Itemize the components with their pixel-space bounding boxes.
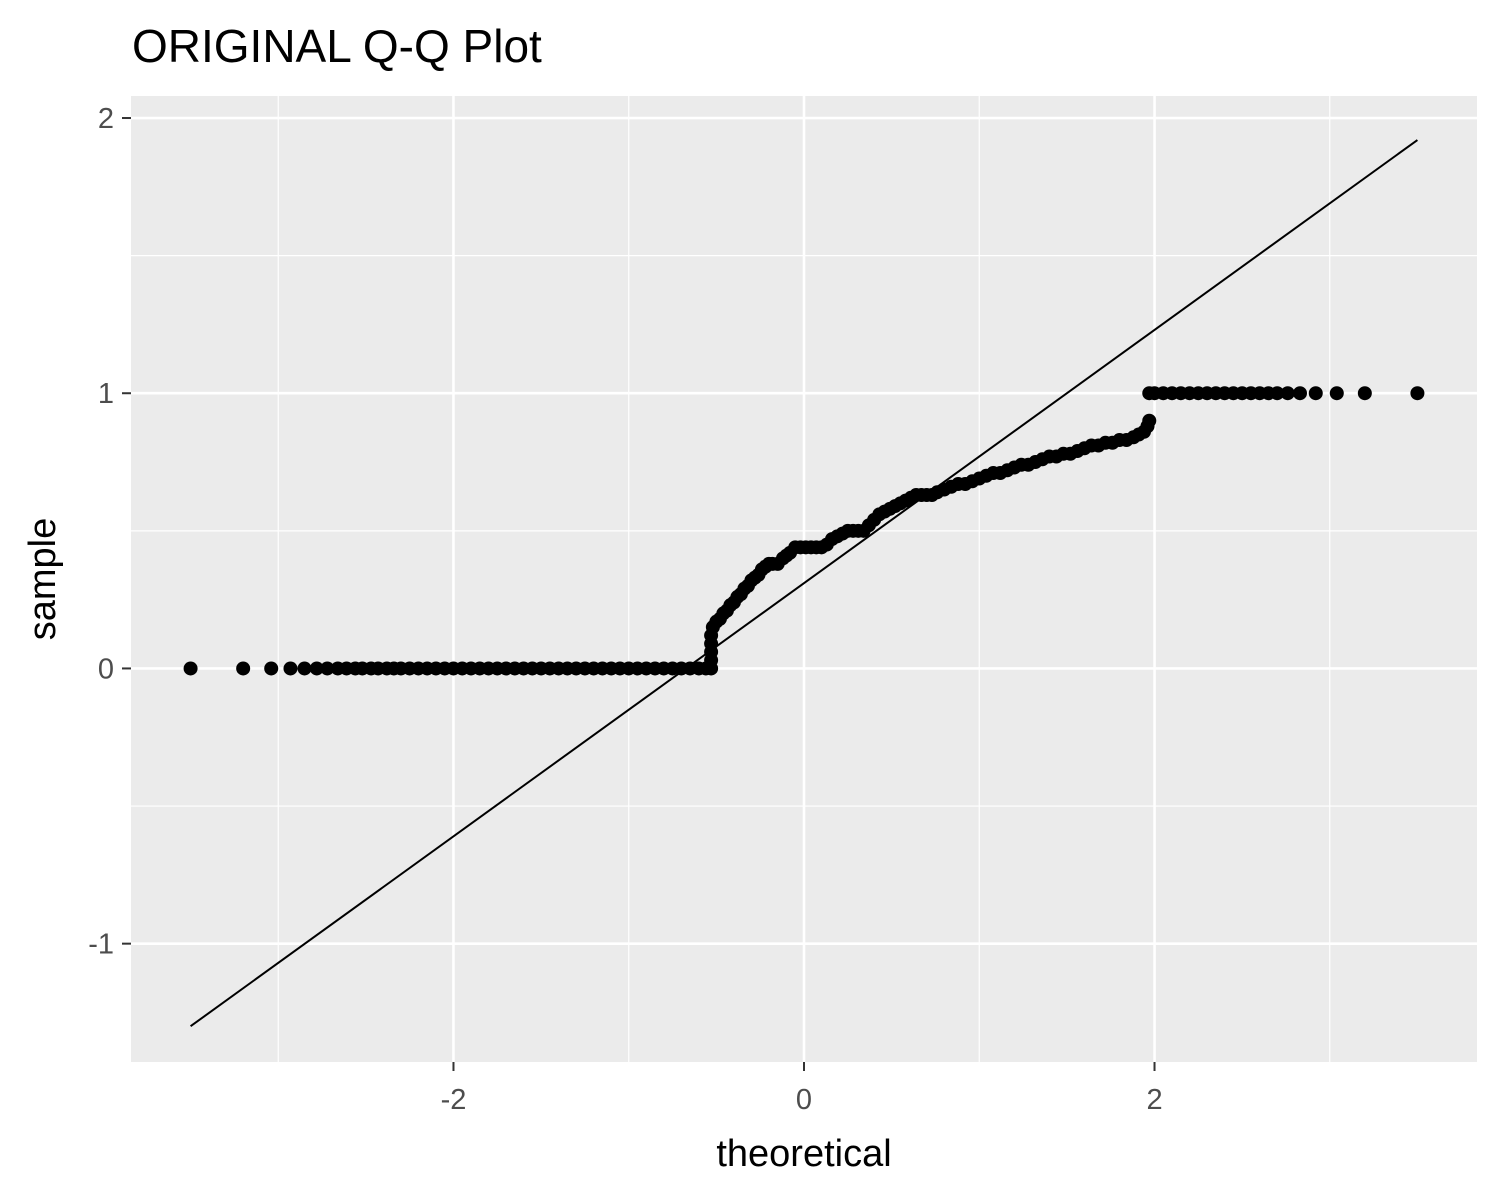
x-axis-title: theoretical [716, 1133, 891, 1175]
y-axis-title: sample [22, 518, 64, 641]
qq-point [1357, 386, 1372, 401]
y-tick-label: 0 [98, 653, 114, 685]
major-gridlines [131, 96, 1477, 1062]
y-tick-label: 1 [98, 378, 114, 410]
qq-point [1292, 386, 1307, 401]
qq-point [283, 661, 298, 676]
qq-point [183, 661, 198, 676]
x-tick-label: 0 [796, 1084, 812, 1116]
y-axis: -1 0 1 2 [88, 103, 131, 961]
qq-point [297, 661, 312, 676]
chart-title: ORIGINAL Q-Q Plot [132, 20, 542, 72]
qq-point [264, 661, 279, 676]
qq-point [1329, 386, 1344, 401]
qq-point [1270, 386, 1285, 401]
qq-point [1142, 413, 1157, 428]
reference-line-layer [190, 139, 1418, 1028]
points-layer [183, 386, 1425, 676]
x-axis: -2 0 2 [441, 1062, 1163, 1116]
qq-point [1308, 386, 1323, 401]
qq-point [236, 661, 251, 676]
qq-point [1410, 386, 1425, 401]
qq-point [320, 661, 335, 676]
x-tick-label: 2 [1146, 1084, 1162, 1116]
qq-reference-line [190, 139, 1418, 1028]
qq-point [1280, 386, 1295, 401]
y-tick-label: -1 [88, 929, 114, 961]
x-tick-label: -2 [441, 1084, 467, 1116]
qq-point [309, 661, 324, 676]
y-tick-label: 2 [98, 103, 114, 135]
